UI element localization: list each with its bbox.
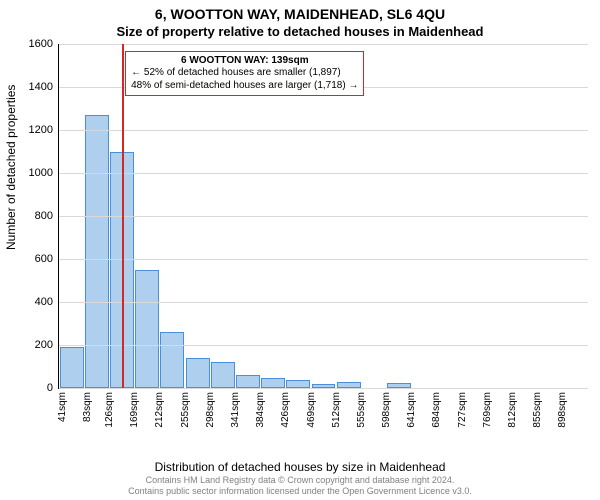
x-tick-label: 169sqm xyxy=(129,392,140,428)
y-tick-label: 800 xyxy=(35,210,53,222)
histogram-bar xyxy=(211,362,235,388)
annotation-line-smaller: ← 52% of detached houses are smaller (1,… xyxy=(131,67,358,80)
attribution-line1: Contains HM Land Registry data © Crown c… xyxy=(146,475,455,485)
x-tick-label: 41sqm xyxy=(57,392,68,422)
gridline xyxy=(59,130,588,131)
gridline xyxy=(59,345,588,346)
x-tick-label: 298sqm xyxy=(205,392,216,428)
gridline xyxy=(59,388,588,389)
chart-subtitle: Size of property relative to detached ho… xyxy=(0,24,600,39)
y-tick-label: 600 xyxy=(35,253,53,265)
x-tick-label: 727sqm xyxy=(457,392,468,428)
histogram-bar xyxy=(160,332,184,388)
gridline xyxy=(59,216,588,217)
x-tick-label: 769sqm xyxy=(482,392,493,428)
gridline xyxy=(59,259,588,260)
y-tick-label: 0 xyxy=(47,382,53,394)
y-tick-label: 200 xyxy=(35,339,53,351)
x-tick-label: 641sqm xyxy=(406,392,417,428)
attribution-line2: Contains public sector information licen… xyxy=(128,486,472,496)
x-tick-label: 384sqm xyxy=(255,392,266,428)
x-tick-label: 426sqm xyxy=(281,392,292,428)
x-tick-label: 512sqm xyxy=(331,392,342,428)
x-tick-label: 598sqm xyxy=(381,392,392,428)
x-tick-label: 555sqm xyxy=(356,392,367,428)
histogram-bar xyxy=(286,380,310,388)
x-tick-label: 126sqm xyxy=(104,392,115,428)
y-tick-label: 400 xyxy=(35,296,53,308)
x-axis-label: Distribution of detached houses by size … xyxy=(0,460,600,474)
histogram-bar xyxy=(186,358,210,388)
histogram-bar xyxy=(261,378,285,388)
plot-outer: 6 WOOTTON WAY: 139sqm ← 52% of detached … xyxy=(58,44,588,434)
chart-container: 6, WOOTTON WAY, MAIDENHEAD, SL6 4QU Size… xyxy=(0,0,600,500)
x-tick-label: 812sqm xyxy=(507,392,518,428)
histogram-bar xyxy=(236,375,260,388)
annotation-title: 6 WOOTTON WAY: 139sqm xyxy=(131,55,358,68)
histogram-bar xyxy=(135,270,159,388)
y-tick-label: 1600 xyxy=(29,38,53,50)
y-tick-label: 1200 xyxy=(29,124,53,136)
annotation-box: 6 WOOTTON WAY: 139sqm ← 52% of detached … xyxy=(125,51,364,97)
plot-area: 6 WOOTTON WAY: 139sqm ← 52% of detached … xyxy=(58,44,588,389)
x-tick-label: 212sqm xyxy=(155,392,166,428)
x-tick-label: 855sqm xyxy=(532,392,543,428)
y-axis-label: Number of detached properties xyxy=(4,85,18,250)
chart-address-title: 6, WOOTTON WAY, MAIDENHEAD, SL6 4QU xyxy=(0,6,600,22)
gridline xyxy=(59,302,588,303)
histogram-bar xyxy=(60,347,84,388)
x-tick-label: 684sqm xyxy=(432,392,443,428)
x-tick-label: 255sqm xyxy=(180,392,191,428)
y-tick-label: 1400 xyxy=(29,81,53,93)
x-tick-label: 469sqm xyxy=(306,392,317,428)
histogram-bar xyxy=(85,115,109,388)
x-tick-label: 898sqm xyxy=(558,392,569,428)
annotation-line-larger: 48% of semi-detached houses are larger (… xyxy=(131,80,358,93)
gridline xyxy=(59,44,588,45)
gridline xyxy=(59,173,588,174)
x-tick-label: 83sqm xyxy=(82,392,93,422)
attribution: Contains HM Land Registry data © Crown c… xyxy=(0,475,600,496)
x-tick-label: 341sqm xyxy=(230,392,241,428)
y-tick-label: 1000 xyxy=(29,167,53,179)
